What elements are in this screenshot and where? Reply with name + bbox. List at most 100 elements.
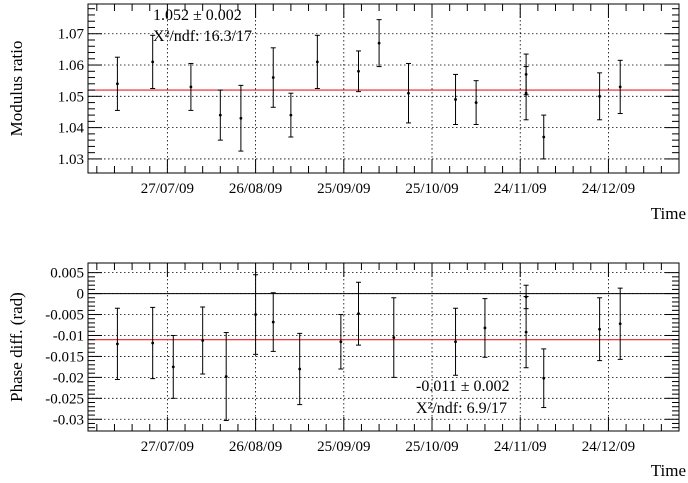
modulus-chi2-result: Χ²/ndf: 16.3/17 [153, 28, 252, 45]
data-point [541, 348, 547, 409]
x-tick-label: 26/08/09 [229, 439, 282, 455]
modulus-ratio-panel: 1.03 1.04 1.05 1.06 1.07 27/07/09 26/08/09 25/… [7, 3, 686, 223]
data-point [270, 292, 276, 352]
data-point [597, 72, 603, 121]
point-marker [524, 91, 528, 95]
point-marker [315, 60, 319, 64]
point-marker [171, 365, 175, 369]
data-point [238, 84, 244, 152]
y-tick-label: -0.03 [53, 412, 84, 428]
x-tick-label: 25/10/09 [405, 439, 458, 455]
phase-chi2-result: Χ²/ndf: 6.9/17 [416, 400, 507, 417]
point-marker [339, 340, 343, 344]
data-point [617, 287, 623, 360]
data-point [453, 73, 459, 125]
point-marker [454, 98, 457, 101]
phase-axis-ticks [88, 263, 679, 431]
data-point [453, 307, 459, 376]
point-marker [357, 69, 360, 73]
y-tick-label: 0 [77, 287, 85, 303]
x-tick-label: 24/11/09 [494, 181, 547, 197]
modulus-plot-frame [87, 3, 680, 174]
modulus-x-axis-label: Time [651, 204, 686, 223]
x-tick-label: 24/12/09 [582, 439, 635, 455]
data-point [217, 89, 223, 141]
y-tick-label: -0.02 [53, 370, 84, 386]
point-marker [454, 340, 457, 344]
data-point [150, 34, 156, 89]
point-marker [201, 339, 205, 342]
modulus-data-points [114, 19, 623, 160]
modulus-y-tick-labels: 1.03 1.04 1.05 1.06 1.07 [58, 27, 85, 168]
point-marker [298, 367, 302, 371]
data-point [376, 19, 382, 68]
x-tick-label: 24/12/09 [582, 181, 635, 197]
data-point [288, 92, 294, 138]
modulus-grid [88, 4, 679, 173]
point-marker [116, 82, 119, 86]
x-tick-label: 25/09/09 [317, 439, 370, 455]
data-point [114, 307, 120, 380]
data-point [150, 306, 156, 380]
data-point [200, 306, 206, 375]
point-marker [189, 85, 193, 89]
y-tick-label: -0.025 [45, 391, 84, 407]
point-marker [598, 94, 602, 98]
phase-y-tick-labels: 0.005 0 -0.005 -0.01 -0.015 -0.02 -0.025 -0.03 [45, 266, 84, 429]
point-marker [289, 113, 293, 117]
point-marker [618, 322, 622, 326]
point-marker [271, 76, 275, 79]
x-tick-label: 27/07/09 [141, 181, 194, 197]
modulus-y-axis-label: Modulus ratio [7, 41, 26, 137]
phase-x-tick-labels: 27/07/09 26/08/09 25/09/09 25/10/09 24/11/09… [141, 439, 635, 455]
data-point [482, 298, 488, 358]
data-point [523, 66, 529, 121]
data-point [473, 80, 479, 125]
phase-x-axis-label: Time [651, 461, 686, 480]
y-tick-label: 1.04 [58, 121, 85, 137]
point-marker [542, 135, 546, 139]
y-tick-label: 0.005 [50, 266, 84, 282]
modulus-axis-ticks [88, 4, 679, 173]
x-tick-label: 27/07/09 [141, 439, 194, 455]
y-tick-label: -0.015 [45, 349, 84, 365]
data-point [617, 59, 623, 115]
point-marker [151, 60, 155, 64]
data-point [188, 62, 194, 111]
data-point [338, 314, 344, 370]
point-marker [542, 376, 546, 380]
point-marker [392, 336, 396, 339]
modulus-fit-result: 1.052 ± 0.002 [153, 7, 242, 24]
point-marker [474, 101, 478, 104]
point-marker [151, 341, 155, 345]
data-point [356, 50, 362, 93]
phase-plot-frame [87, 262, 680, 432]
data-point [270, 47, 276, 108]
y-tick-label: 1.06 [58, 58, 85, 74]
point-marker [618, 85, 622, 89]
data-point [314, 34, 320, 89]
data-point [597, 297, 603, 362]
data-point [114, 56, 120, 111]
phase-fit-result: -0.011 ± 0.002 [416, 378, 510, 395]
data-point [170, 334, 176, 399]
point-marker [254, 313, 257, 316]
x-tick-label: 25/10/09 [405, 181, 458, 197]
point-marker [357, 312, 360, 316]
point-marker [116, 342, 119, 346]
phase-data-points [114, 274, 623, 422]
y-tick-label: 1.03 [58, 152, 84, 168]
point-marker [218, 113, 222, 117]
phase-diff-panel: 0.0050-0.005-0.01-0.015-0.02-0.025-0.03 … [7, 262, 686, 480]
modulus-x-tick-labels: 27/07/09 26/08/09 25/09/09 25/10/09 24/11/09… [141, 181, 635, 197]
point-marker [524, 330, 528, 334]
data-point [405, 62, 411, 124]
point-marker [598, 327, 602, 331]
data-point [223, 332, 229, 422]
point-marker [239, 116, 243, 120]
data-point [523, 296, 529, 369]
data-point [297, 332, 303, 406]
data-point [541, 114, 547, 160]
point-marker [483, 326, 487, 330]
y-tick-label: -0.01 [53, 328, 84, 344]
